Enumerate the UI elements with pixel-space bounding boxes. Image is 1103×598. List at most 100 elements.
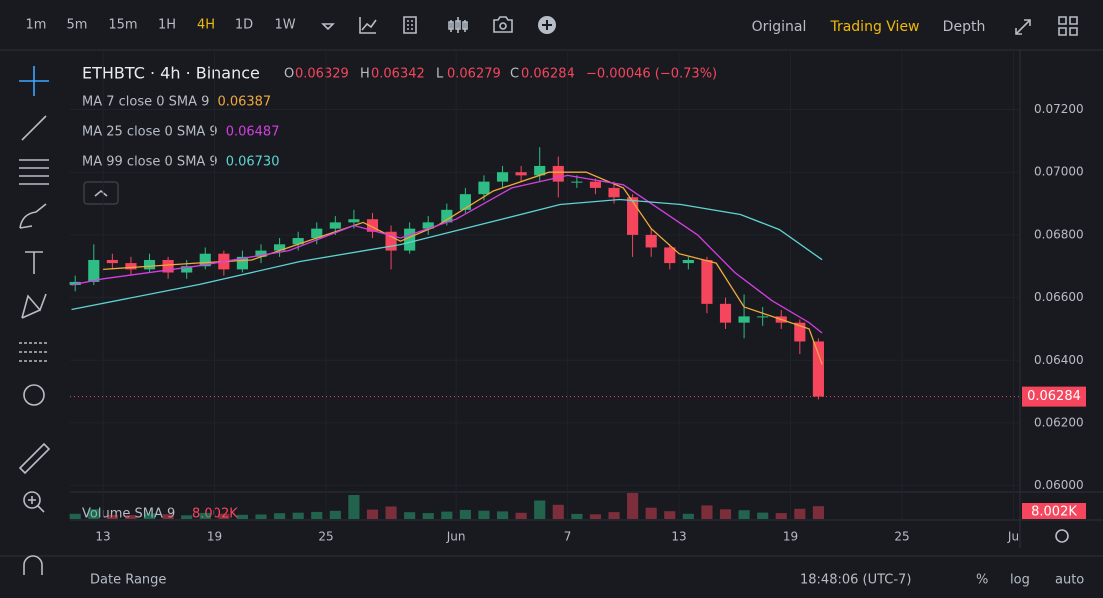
ohlc-key: H: [360, 67, 370, 82]
layout-icon[interactable]: [1058, 16, 1078, 36]
volume-bar: [181, 515, 193, 519]
collapse-arrow: [94, 189, 108, 197]
candle-body: [143, 259, 156, 270]
volume-bar: [664, 511, 676, 519]
candle-body: [738, 316, 750, 323]
volume-bar: [552, 504, 564, 519]
chart-type-icon[interactable]: [448, 17, 468, 33]
more-intervals[interactable]: [321, 23, 335, 31]
candle-body: [627, 197, 639, 235]
date-range[interactable]: Date Range: [90, 573, 166, 588]
zoom-tool[interactable]: [23, 491, 41, 509]
brush-tool[interactable]: [19, 203, 47, 229]
y-tick-label: 0.06400: [1034, 353, 1084, 367]
magnet-tool[interactable]: [23, 555, 43, 575]
collapse-legend[interactable]: [83, 181, 119, 205]
candle-body: [236, 256, 248, 270]
change: −0.00046 (−0.73%): [586, 67, 717, 82]
view-button[interactable]: Original: [752, 19, 807, 35]
fib-tool[interactable]: [19, 159, 49, 185]
settings-icon[interactable]: [1055, 529, 1069, 543]
drawing-toolbar: [18, 66, 1069, 575]
volume-bar: [404, 512, 416, 519]
template-icon[interactable]: [403, 16, 417, 34]
y-tick-label: 0.07200: [1034, 102, 1084, 116]
interval-button[interactable]: 1m: [26, 18, 47, 33]
candle-body: [812, 341, 824, 397]
candle-body: [757, 316, 769, 318]
legend-value: 0.06487: [226, 125, 280, 140]
candle-body: [701, 259, 713, 304]
candle-body: [106, 259, 118, 264]
interval-button[interactable]: 1W: [274, 18, 295, 33]
x-tick-label: Jun: [446, 530, 466, 544]
candle-body: [404, 228, 416, 251]
volume-bar: [125, 515, 137, 519]
volume-bar: [589, 514, 602, 519]
y-tick-label: 0.06800: [1034, 227, 1084, 241]
volume-bar: [496, 511, 509, 519]
text-tool[interactable]: [25, 251, 43, 274]
volume-bar: [719, 509, 732, 519]
volume-bar: [701, 505, 713, 519]
y-tick-label: 0.06600: [1034, 290, 1084, 304]
volume-bar: [645, 507, 657, 519]
candle-body: [366, 219, 379, 232]
volume-bar: [627, 493, 639, 519]
ma-line: [71, 198, 823, 311]
trendline-tool[interactable]: [21, 115, 47, 141]
measure-tool[interactable]: [19, 342, 49, 362]
indicator-icon[interactable]: [359, 17, 377, 34]
ma-line: [71, 174, 823, 334]
ruler-tool[interactable]: [18, 442, 51, 475]
candle-body: [496, 172, 509, 182]
zoom-plus: [28, 496, 45, 513]
volume-bar: [143, 513, 156, 519]
option[interactable]: log: [1010, 573, 1030, 588]
volume-bar: [348, 495, 360, 519]
volume-bar: [738, 510, 750, 519]
screenshot-icon[interactable]: [493, 16, 513, 33]
pattern-tool[interactable]: [21, 293, 47, 319]
ohlc-value: 0.06284: [521, 67, 575, 82]
interval-button[interactable]: 1D: [235, 18, 253, 33]
crosshair-tool[interactable]: [19, 66, 49, 96]
candle-body: [719, 303, 732, 323]
legend-value: 0.06730: [226, 155, 280, 170]
volume-badge: [1022, 503, 1086, 519]
volume-bar: [775, 513, 787, 519]
candle-body: [125, 263, 137, 270]
candle-body: [664, 247, 676, 264]
legend-name: MA 7 close 0 SMA 9: [82, 95, 209, 110]
interval-button[interactable]: 15m: [108, 18, 137, 33]
candle-body: [422, 222, 434, 229]
volume-bar: [812, 506, 824, 519]
interval-button[interactable]: 1H: [158, 18, 176, 33]
y-tick-label: 0.07000: [1034, 165, 1084, 179]
volume-legend-name: Volume SMA 9: [82, 507, 175, 522]
interval-button[interactable]: 5m: [67, 18, 88, 33]
candle-body: [88, 259, 100, 282]
add-plus: [542, 20, 552, 30]
candle-body: [199, 253, 211, 267]
candle-body: [385, 231, 397, 251]
ma-legend: MA 7 close 0 SMA 9 0.06387 MA 25 close 0 S…: [82, 95, 279, 170]
volume-bar: [478, 510, 490, 519]
option[interactable]: auto: [1055, 573, 1084, 588]
volume-bar: [292, 512, 304, 519]
candle-body: [682, 259, 694, 264]
view-button[interactable]: Trading View: [829, 19, 919, 35]
fullscreen-icon[interactable]: [1015, 19, 1031, 35]
view-button[interactable]: Depth: [943, 19, 986, 35]
volume-bar: [88, 509, 100, 519]
interval-button[interactable]: 4H: [197, 18, 215, 33]
volume-bar: [682, 513, 694, 519]
candle-body: [329, 222, 341, 229]
option[interactable]: %: [976, 573, 988, 588]
volume-bar: [236, 514, 248, 519]
volume-bar: [366, 509, 379, 519]
emoji-tool[interactable]: [23, 384, 45, 406]
volume-bar: [534, 500, 546, 519]
